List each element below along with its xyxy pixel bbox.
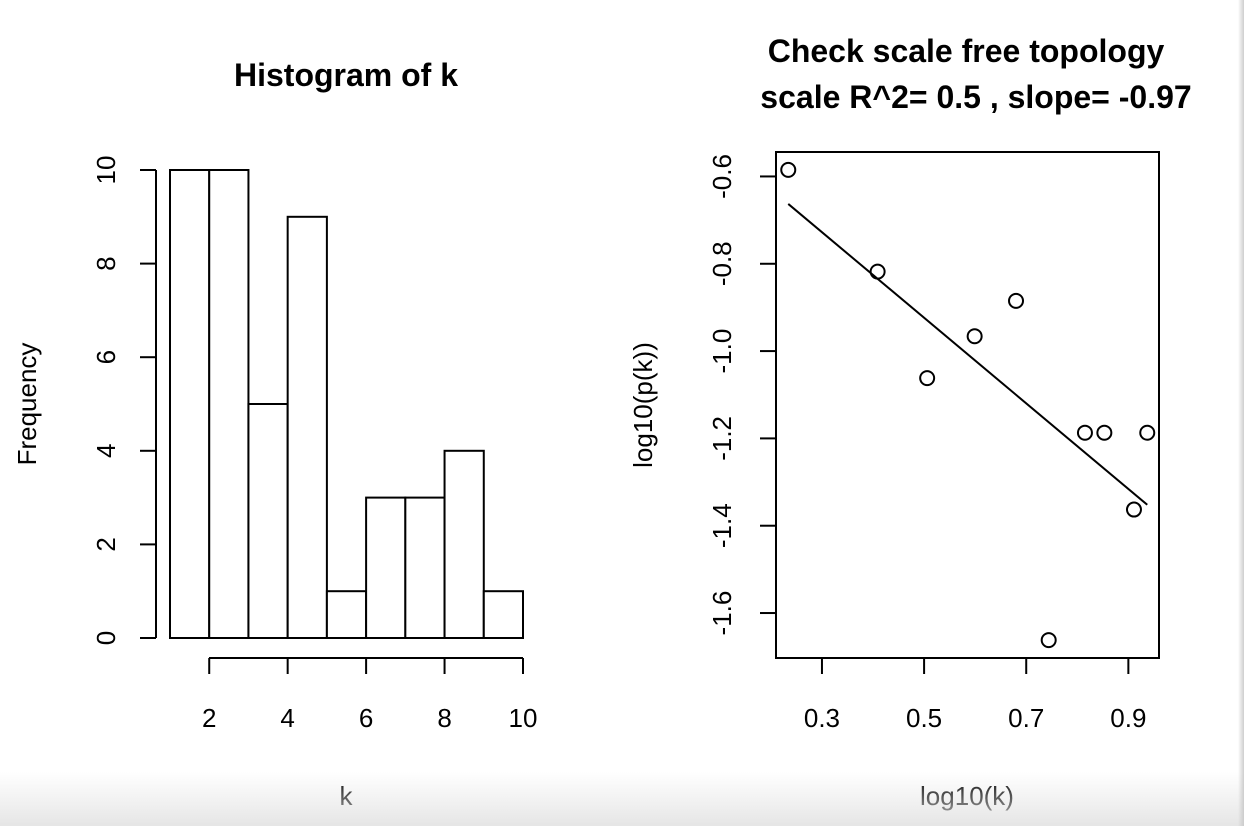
scalefree-y-tick-label: -1.6 <box>707 591 737 636</box>
histogram-bar-4 <box>286 215 328 640</box>
scalefree-x-tick-label: 0.3 <box>804 703 840 733</box>
scalefree-point-2 <box>869 263 886 280</box>
scalefree-point-4 <box>966 328 983 345</box>
scalefree-plot-frame <box>775 151 1160 659</box>
histogram-bar-1 <box>169 169 211 639</box>
scalefree-y-tick-label: -0.6 <box>707 154 737 199</box>
scalefree-point-8 <box>1096 424 1113 441</box>
scalefree-point-5 <box>1008 292 1025 309</box>
histogram-x-axis: 2 4 6 8 10 <box>202 657 537 733</box>
scalefree-x-label: log10(k) <box>920 781 1014 811</box>
scalefree-y-tick-label: -1.0 <box>707 329 737 374</box>
scalefree-y-label: log10(p(k)) <box>628 342 658 468</box>
histogram-title: Histogram of k <box>234 57 458 93</box>
scalefree-y-tick-label: -1.2 <box>707 416 737 461</box>
scalefree-y-tick-label: -1.4 <box>707 503 737 548</box>
scalefree-panel: Check scale free topology scale R^2= 0.5… <box>628 33 1192 811</box>
scalefree-x-tick-label: 0.7 <box>1008 703 1044 733</box>
histogram-x-label: k <box>340 781 354 811</box>
scalefree-fit-line <box>787 203 1148 506</box>
scalefree-y-tick-label: -0.8 <box>707 241 737 286</box>
scalefree-points <box>780 161 1156 649</box>
histogram-x-tick-label: 10 <box>509 703 538 733</box>
histogram-y-tick-label: 4 <box>91 444 121 458</box>
histogram-bar-3 <box>247 403 289 639</box>
histogram-y-label: Frequency <box>12 343 42 466</box>
scalefree-x-tick-label: 0.9 <box>1110 703 1146 733</box>
histogram-x-tick-label: 6 <box>359 703 373 733</box>
histogram-y-tick-label: 0 <box>91 631 121 645</box>
histogram-y-tick-label: 10 <box>91 156 121 185</box>
histogram-y-tick-label: 6 <box>91 350 121 364</box>
scalefree-point-9 <box>1125 501 1142 518</box>
histogram-bar-6 <box>365 496 407 639</box>
scalefree-point-3 <box>919 370 936 387</box>
histogram-bar-5 <box>325 590 368 640</box>
histogram-x-ticks: 2 4 6 8 10 <box>202 658 537 733</box>
histogram-x-tick-label: 2 <box>202 703 216 733</box>
scalefree-point-7 <box>1076 424 1093 441</box>
histogram-y-ticks: 0 2 4 6 8 10 <box>91 156 156 645</box>
histogram-panel: Histogram of k 0 2 4 6 8 10 2 4 6 8 10 k Frequenc… <box>12 57 537 811</box>
histogram-y-axis: 0 2 4 6 8 10 <box>91 156 157 645</box>
histogram-bar-8 <box>443 449 485 639</box>
histogram-y-tick-label: 8 <box>91 256 121 270</box>
histogram-bar-9 <box>482 590 524 640</box>
scalefree-y-ticks: -0.6 -0.8 -1.0 -1.2 -1.4 -1.6 <box>707 154 776 635</box>
histogram-bars <box>169 169 524 640</box>
scalefree-x-tick-label: 0.5 <box>906 703 942 733</box>
histogram-bar-2 <box>208 169 250 639</box>
scalefree-title-line2: scale R^2= 0.5 , slope= -0.97 <box>760 79 1191 115</box>
histogram-y-tick-label: 2 <box>91 537 121 551</box>
scalefree-point-1 <box>780 161 797 178</box>
scalefree-point-6 <box>1040 632 1057 649</box>
scalefree-point-10 <box>1139 424 1156 441</box>
histogram-x-tick-label: 8 <box>437 703 451 733</box>
scalefree-x-ticks: 0.3 0.5 0.7 0.9 <box>804 658 1146 733</box>
histogram-bar-7 <box>404 496 446 639</box>
scalefree-title-line1: Check scale free topology <box>768 33 1165 69</box>
histogram-x-tick-label: 4 <box>280 703 294 733</box>
